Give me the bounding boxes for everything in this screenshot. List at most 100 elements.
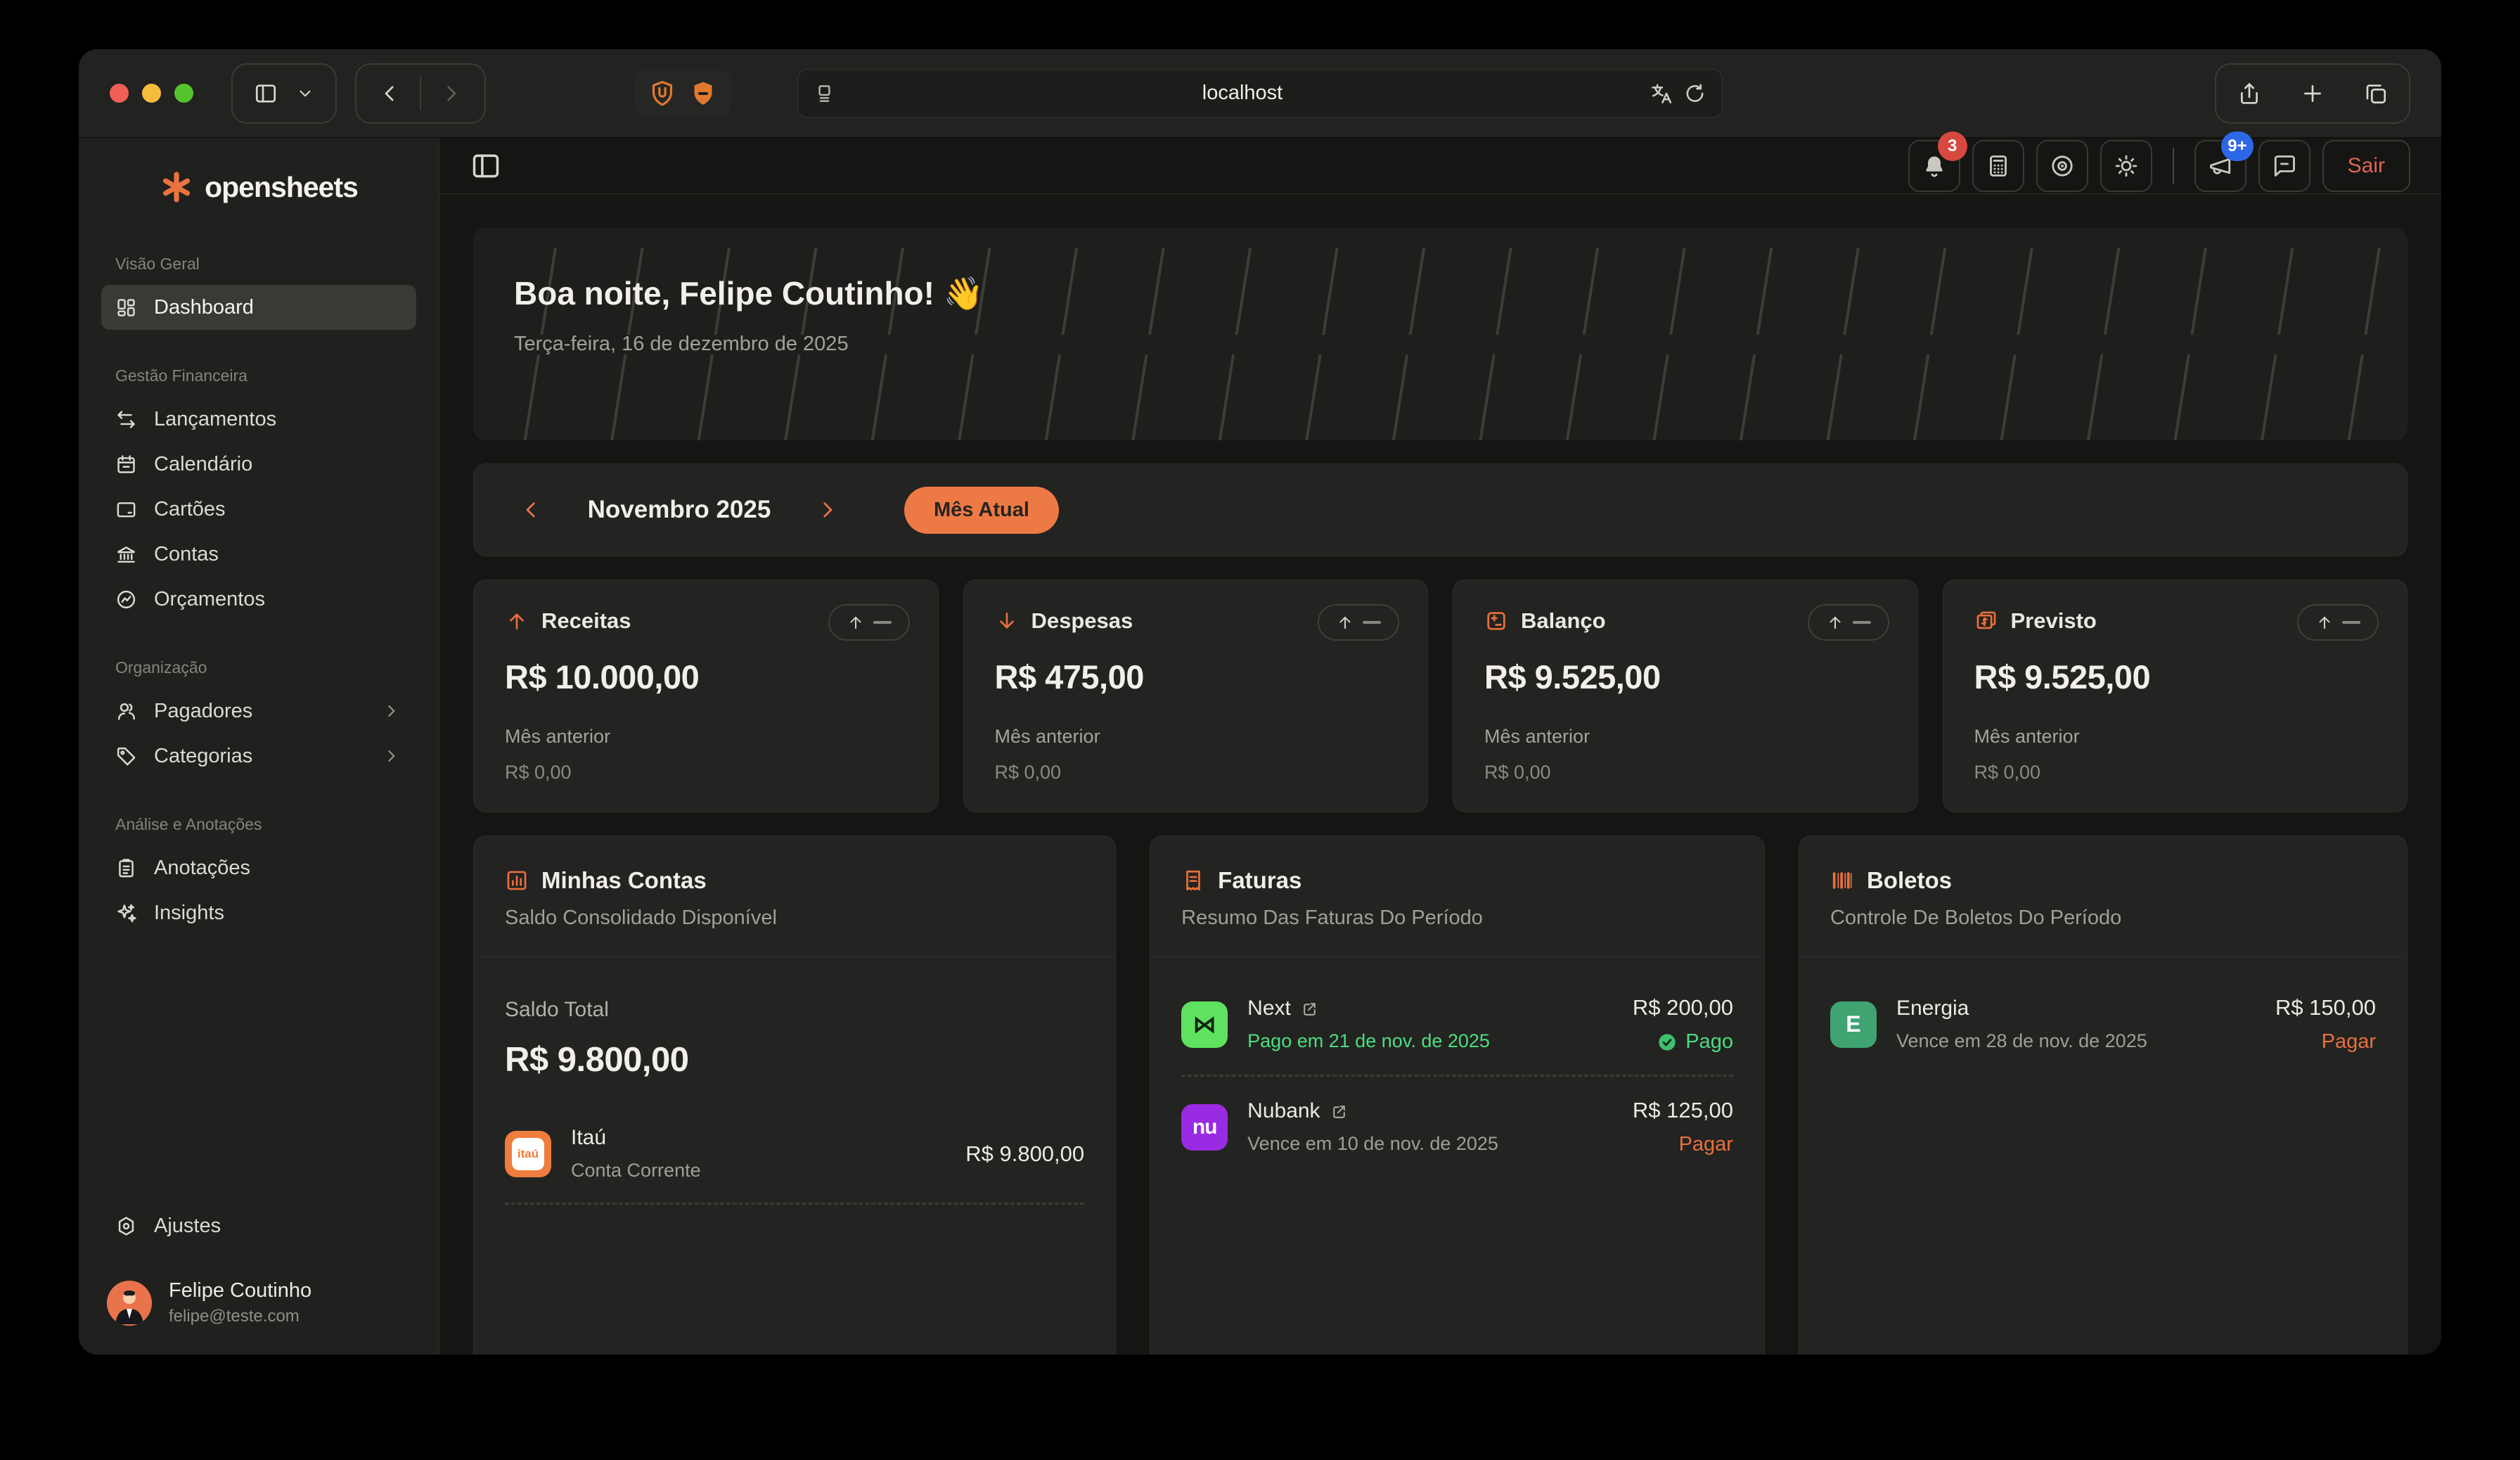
sidebar-item-ajustes[interactable]: Ajustes: [101, 1203, 416, 1248]
sidebar-item-categorias[interactable]: Categorias: [101, 734, 416, 779]
sidebar-item-anotacoes[interactable]: Anotações: [101, 845, 416, 890]
sidebar-item-contas[interactable]: Contas: [101, 532, 416, 577]
user-profile[interactable]: Felipe Coutinho felipe@teste.com: [101, 1279, 416, 1326]
stat-previous-label: Mês anterior: [505, 726, 611, 747]
sidebar-collapse-button[interactable]: [470, 151, 501, 181]
main-area: 3 9+: [439, 131, 2441, 1355]
section-label-organizacao: Organização: [115, 658, 207, 677]
translate-icon[interactable]: [1650, 82, 1673, 105]
bank-icon: [115, 544, 137, 565]
sidebar-item-label: Contas: [154, 542, 219, 565]
shield-block-extension-icon[interactable]: [689, 79, 717, 108]
sidebar-item-calendario[interactable]: Calendário: [101, 442, 416, 487]
announcements-button[interactable]: 9+: [2194, 131, 2254, 192]
sidebar-item-label: Insights: [154, 901, 224, 924]
month-selector: Novembro 2025 Mês Atual: [473, 463, 2408, 556]
zoom-window-button[interactable]: [174, 84, 193, 103]
minimize-window-button[interactable]: [142, 84, 161, 103]
calendar-icon: [115, 454, 137, 475]
sidebar-item-orcamentos[interactable]: Orçamentos: [101, 577, 416, 622]
forward-button[interactable]: [439, 82, 463, 105]
browser-sidebar-toggle[interactable]: [231, 63, 337, 124]
focus-button[interactable]: [2036, 139, 2088, 192]
sidebar-item-label: Orçamentos: [154, 587, 265, 610]
notifications-button[interactable]: 3: [1908, 131, 1967, 192]
calculator-button[interactable]: [1972, 139, 2024, 192]
barcode-icon: [1830, 869, 1854, 892]
account-row-itau[interactable]: itaú Itaú Conta Corrente R$ 9.800,00: [505, 1126, 1085, 1205]
credit-card-icon: [115, 499, 137, 520]
greeting-card: Boa noite, Felipe Coutinho! 👋 Terça-feir…: [473, 228, 2408, 440]
feedback-button[interactable]: [2258, 139, 2310, 192]
asterisk-logo-icon: [160, 170, 193, 204]
notifications-badge: 3: [1937, 131, 1967, 161]
new-tab-icon[interactable]: [2301, 82, 2325, 105]
sidebar-item-label: Anotações: [154, 856, 251, 879]
nubank-logo: nu: [1181, 1103, 1228, 1151]
external-link-icon[interactable]: [1301, 1000, 1318, 1018]
previous-month-button[interactable]: [519, 498, 543, 522]
card-title: Boletos: [1866, 867, 1952, 893]
current-month-button[interactable]: Mês Atual: [904, 486, 1059, 534]
trend-up-icon: [2315, 613, 2334, 632]
address-bar[interactable]: localhost: [797, 68, 1723, 118]
pay-button[interactable]: Pagar: [2321, 1030, 2376, 1053]
logout-button[interactable]: Sair: [2322, 139, 2410, 192]
theme-toggle-button[interactable]: [2100, 139, 2152, 192]
boleto-row-energia[interactable]: E Energia Vence em 28 de nov. de 2025 R$…: [1830, 974, 2376, 1075]
pay-button[interactable]: Pagar: [1678, 1133, 1733, 1155]
stat-card-balanco: Balanço R$ 9.525,00 Mês anterior R$ 0,00: [1453, 579, 1918, 812]
close-window-button[interactable]: [110, 84, 129, 103]
total-balance-value: R$ 9.800,00: [505, 1041, 689, 1079]
external-link-icon[interactable]: [1330, 1103, 1348, 1120]
reload-icon[interactable]: [1684, 82, 1706, 105]
divider: [420, 76, 421, 110]
section-label-gestao: Gestão Financeira: [115, 366, 248, 385]
account-type: Conta Corrente: [571, 1160, 701, 1181]
divider: [2172, 147, 2174, 184]
tab-overview-icon[interactable]: [2364, 82, 2388, 105]
chevron-right-icon: [380, 747, 402, 765]
back-button[interactable]: [378, 82, 401, 105]
boletos-card: Boletos Controle De Boletos Do Período E: [1798, 835, 2408, 1355]
invoice-name: Nubank: [1247, 1099, 1498, 1123]
banknote-icon: [1974, 609, 1998, 633]
reader-view-icon[interactable]: [814, 83, 835, 104]
panel-left-icon: [254, 82, 278, 105]
sidebar-item-dashboard[interactable]: Dashboard: [101, 285, 416, 330]
invoice-amount: R$ 125,00: [1632, 1098, 1733, 1122]
boleto-amount: R$ 150,00: [2275, 995, 2376, 1020]
stat-value: R$ 9.525,00: [1484, 658, 1661, 696]
sidebar-item-pagadores[interactable]: Pagadores: [101, 689, 416, 734]
greeting-title: Boa noite, Felipe Coutinho! 👋: [514, 275, 984, 312]
brand-logo: opensheets: [160, 170, 359, 204]
sidebar-item-insights[interactable]: Insights: [101, 890, 416, 935]
shield-extension-icon[interactable]: [648, 79, 676, 108]
invoice-row-nubank[interactable]: nu Nubank Vence em 10 de nov. de 2025: [1181, 1077, 1733, 1177]
app-root: opensheets Visão Geral Dashboard Gestão …: [79, 131, 2441, 1355]
sidebar-item-label: Categorias: [154, 744, 253, 767]
trend-up-icon: [1336, 613, 1354, 632]
sidebar-item-cartoes[interactable]: Cartões: [101, 487, 416, 532]
stat-card-previsto: Previsto R$ 9.525,00 Mês anterior R$ 0,0…: [1942, 579, 2408, 812]
stat-title: Receitas: [541, 608, 631, 633]
invoices-card: Faturas Resumo Das Faturas Do Período ⋈: [1150, 835, 1765, 1355]
invoice-name: Next: [1247, 997, 1490, 1020]
stat-title: Balanço: [1521, 608, 1606, 633]
next-month-button[interactable]: [816, 498, 840, 522]
user-email: felipe@teste.com: [169, 1307, 300, 1326]
card-title: Faturas: [1218, 867, 1302, 893]
stats-row: Receitas R$ 10.000,00 Mês anterior R$ 0,…: [473, 579, 2408, 812]
account-amount: R$ 9.800,00: [965, 1141, 1085, 1166]
window-controls: [110, 84, 193, 103]
sidebar-item-lancamentos[interactable]: Lançamentos: [101, 397, 416, 442]
card-subtitle: Controle De Boletos Do Período: [1830, 907, 2122, 929]
stat-card-despesas: Despesas R$ 475,00 Mês anterior R$ 0,00: [963, 579, 1428, 812]
share-icon[interactable]: [2237, 82, 2261, 105]
stat-previous-value: R$ 0,00: [1974, 762, 2041, 783]
stat-previous-label: Mês anterior: [1974, 726, 2080, 747]
browser-chrome: localhost: [79, 49, 2441, 138]
total-balance-label: Saldo Total: [505, 998, 609, 1021]
sidebar-item-label: Calendário: [154, 452, 253, 475]
invoice-row-next[interactable]: ⋈ Next Pago em 21 de nov. de 2025: [1181, 974, 1733, 1077]
